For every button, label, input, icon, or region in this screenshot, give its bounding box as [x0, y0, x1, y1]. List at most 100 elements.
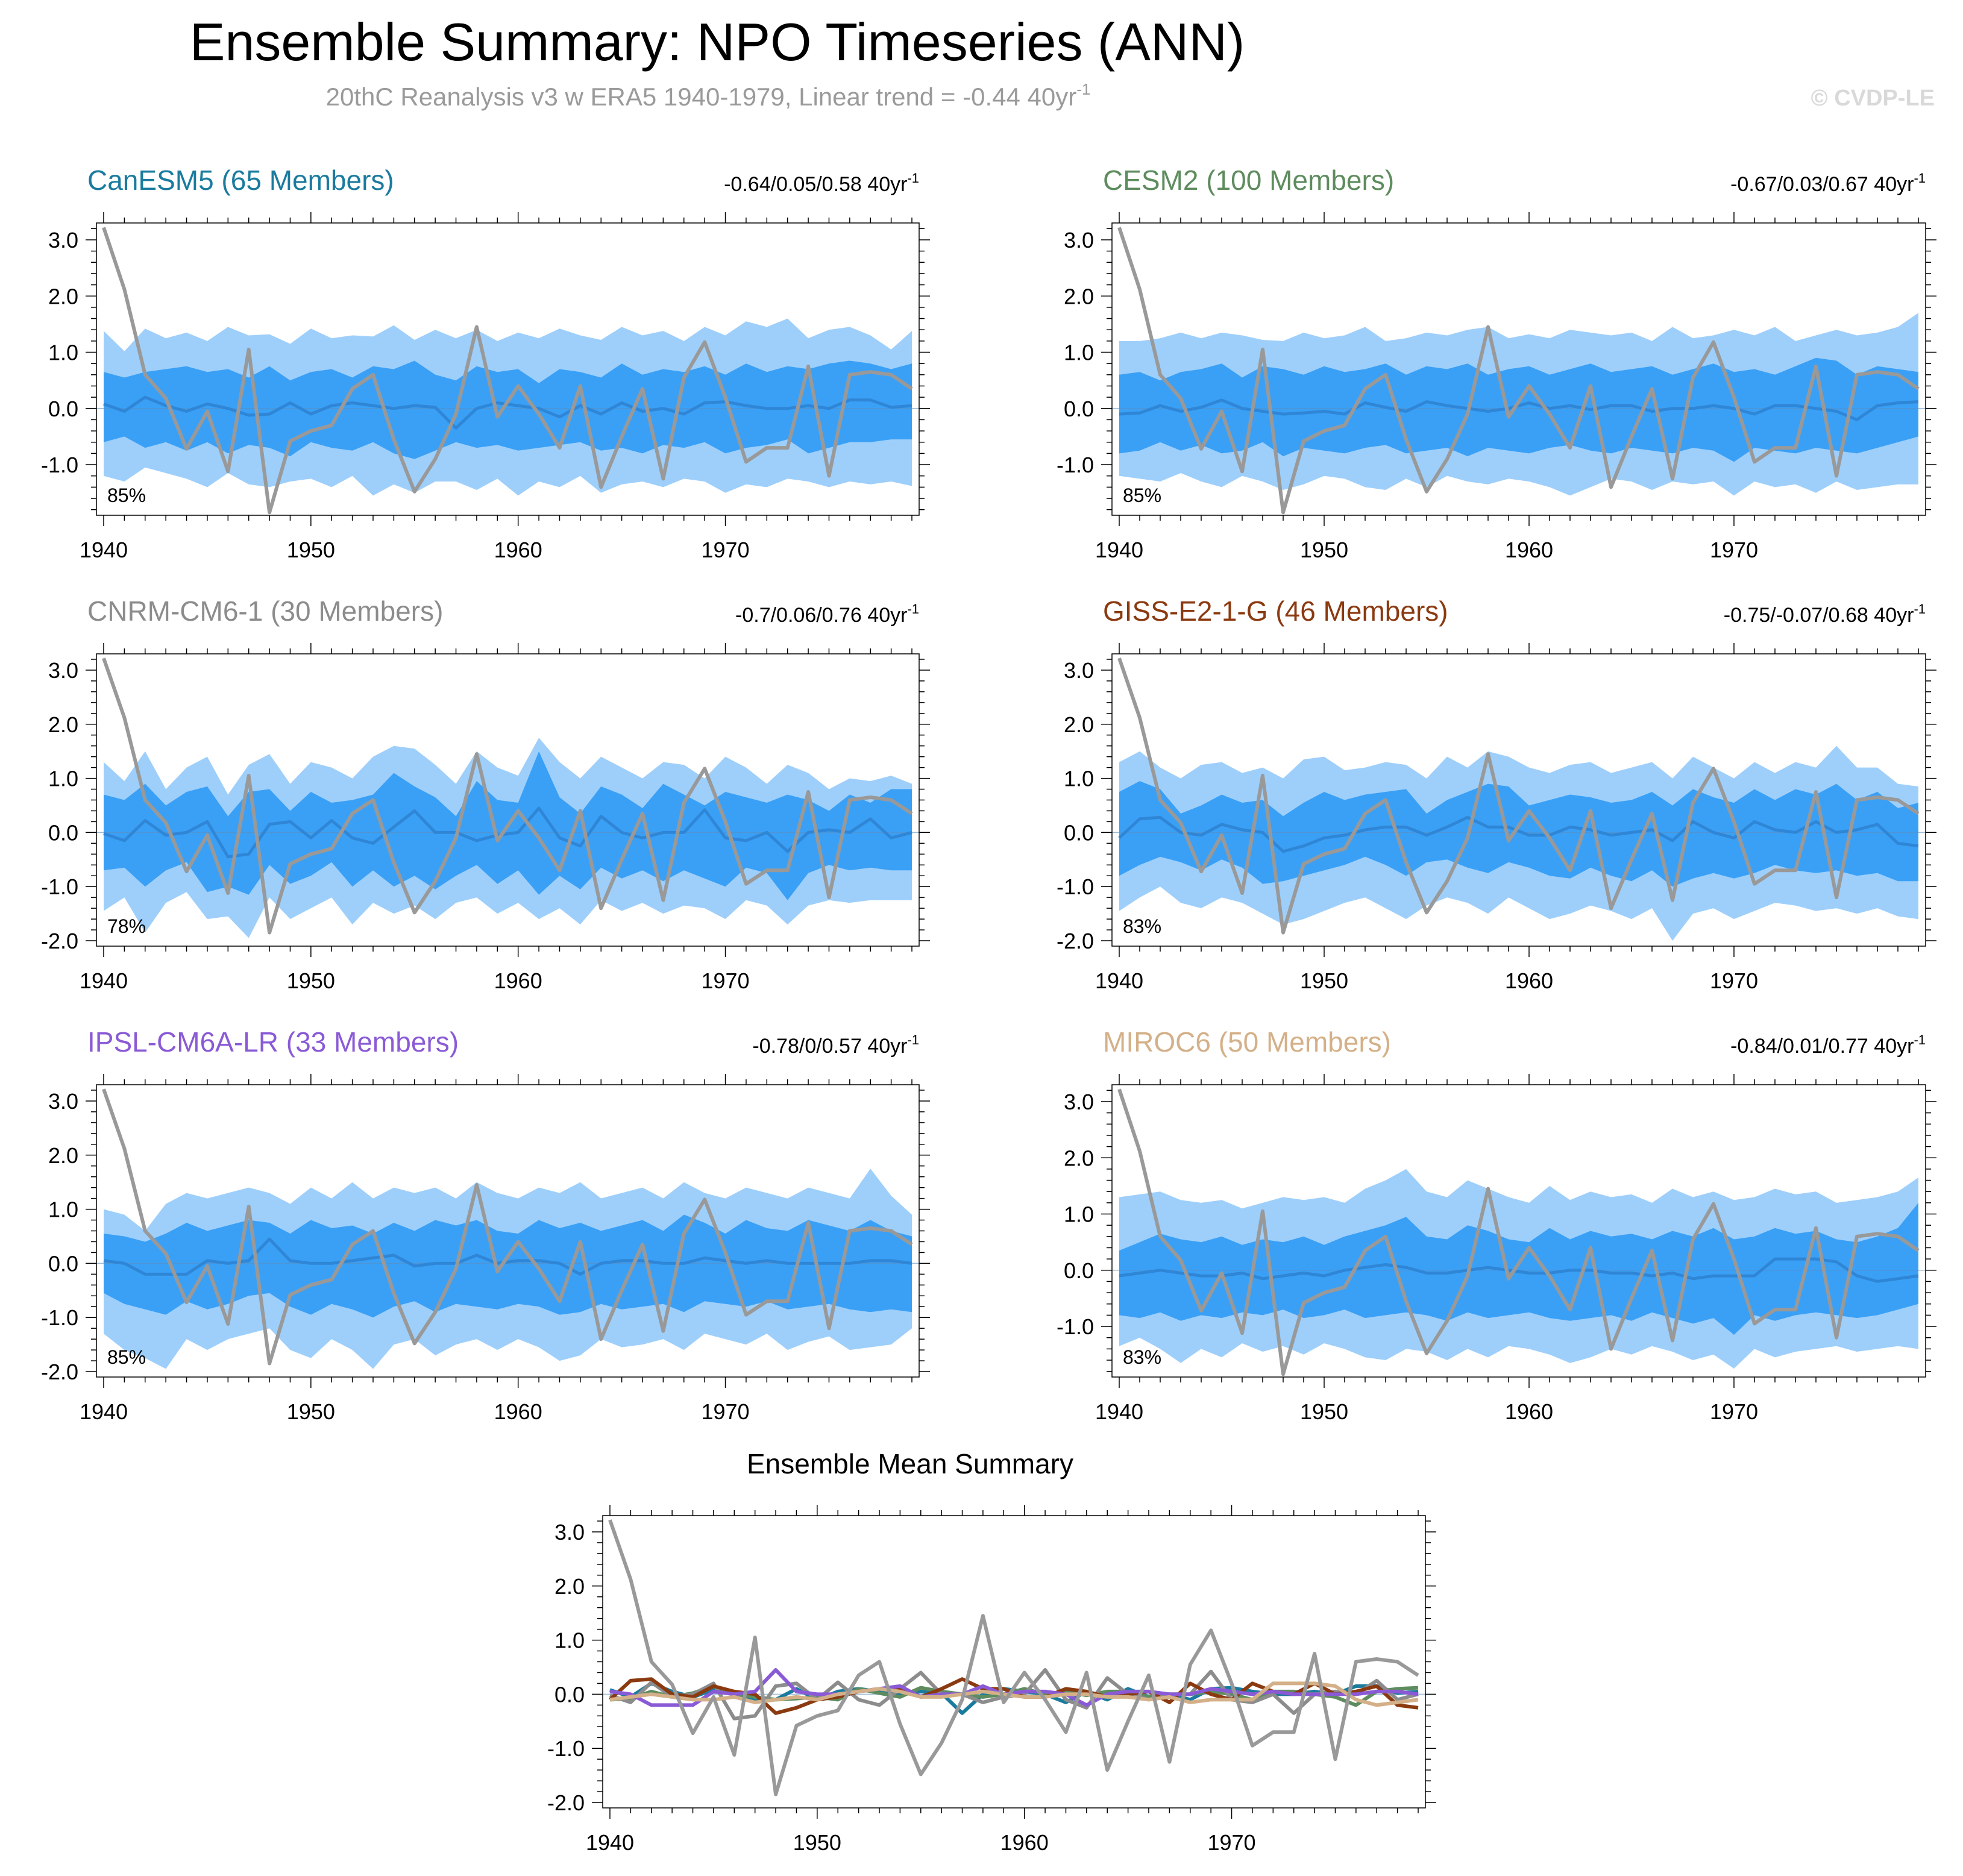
y-tick-label: -1.0 — [1057, 453, 1094, 477]
coverage-percent-label: 85% — [107, 485, 146, 506]
x-tick-label: 1970 — [1207, 1830, 1255, 1855]
y-tick-label: -1.0 — [1057, 874, 1094, 899]
trend-stat-superscript: -1 — [1914, 601, 1926, 616]
y-tick-label: 1.0 — [48, 767, 78, 791]
plot-area — [1112, 1088, 1926, 1376]
y-tick-label: 1.0 — [1064, 340, 1094, 365]
ensemble-mean-line — [103, 806, 912, 859]
trend-stat-label: -0.67/0.03/0.67 40yr-1 — [1730, 171, 1926, 196]
plot-frame — [1111, 222, 1926, 516]
y-tick-label: 2.0 — [554, 1574, 585, 1599]
y-tick-label: 1.0 — [48, 340, 78, 365]
coverage-percent-label: 85% — [107, 1346, 146, 1368]
x-tick-label: 1950 — [287, 538, 335, 562]
observed-line — [102, 227, 913, 515]
spread-band-inner — [1119, 1202, 1918, 1335]
trend-stat-text: -0.84/0.01/0.77 40yr — [1730, 1035, 1914, 1058]
y-tick-label: 3.0 — [48, 228, 78, 253]
y-tick-label: 2.0 — [1064, 284, 1094, 309]
x-tick-label: 1940 — [1095, 538, 1143, 562]
x-tick-label: 1950 — [793, 1830, 841, 1855]
x-tick-label: 1970 — [701, 1399, 749, 1424]
x-tick-label: 1940 — [1095, 968, 1143, 993]
y-tick-label: 3.0 — [1064, 658, 1094, 683]
coverage-percent-label: 83% — [1123, 915, 1161, 937]
coverage-percent-label: 83% — [1123, 1346, 1161, 1368]
y-tick-label: -1.0 — [41, 874, 78, 899]
x-tick-label: 1950 — [287, 968, 335, 993]
chart-panel-6: MIROC6 (50 Members) -0.84/0.01/0.77 40yr-… — [1057, 1026, 1936, 1424]
trend-stat-superscript: -1 — [907, 171, 919, 186]
y-tick-label: 3.0 — [554, 1520, 585, 1545]
y-tick-label: 3.0 — [1064, 228, 1094, 253]
y-tick-label: 3.0 — [48, 1089, 78, 1114]
spread-band-inner — [1119, 781, 1918, 887]
x-tick-label: 1970 — [701, 538, 749, 562]
y-tick-label: 1.0 — [1064, 767, 1094, 791]
y-tick-label: 0.0 — [48, 1251, 78, 1276]
y-tick-label: 1.0 — [1064, 1202, 1094, 1227]
y-tick-label: 2.0 — [1064, 1146, 1094, 1170]
x-tick-label: 1950 — [1300, 1399, 1348, 1424]
x-tick-label: 1960 — [1505, 968, 1553, 993]
chart-panel-7: Ensemble Mean Summary 1940 1950 1960 1970 3.0… — [547, 1448, 1436, 1855]
trend-stat-text: -0.75/-0.07/0.68 40yr — [1724, 604, 1914, 627]
panel-title: GISS-E2-1-G (46 Members) — [1103, 595, 1448, 627]
trend-stat-label: -0.75/-0.07/0.68 40yr-1 — [1724, 601, 1926, 627]
x-tick-label: 1970 — [1710, 968, 1758, 993]
trend-stat-label: -0.84/0.01/0.77 40yr-1 — [1730, 1032, 1926, 1058]
x-tick-label: 1950 — [287, 1399, 335, 1424]
y-tick-label: 1.0 — [554, 1628, 585, 1653]
trend-stat-label: -0.64/0.05/0.58 40yr-1 — [724, 171, 919, 196]
plot-area — [1112, 657, 1926, 941]
panel-title: Ensemble Mean Summary — [747, 1448, 1073, 1479]
chart-panel-1: CanESM5 (65 Members) -0.64/0.05/0.58 40yr… — [41, 165, 930, 562]
plot-area — [1112, 227, 1926, 515]
trend-stat-superscript: -1 — [1914, 1032, 1926, 1047]
y-tick-label: -2.0 — [547, 1790, 585, 1815]
y-tick-label: 0.0 — [1064, 397, 1094, 421]
trend-stat-label: -0.78/0/0.57 40yr-1 — [752, 1032, 919, 1058]
y-tick-label: 3.0 — [1064, 1090, 1094, 1114]
observed-line — [102, 657, 913, 935]
subtitle-text: 20thC Reanalysis v3 w ERA5 1940-1979, Li… — [326, 83, 1077, 111]
observed-line — [1117, 1088, 1920, 1376]
trend-stat-text: -0.64/0.05/0.58 40yr — [724, 173, 907, 196]
panel-title: MIROC6 (50 Members) — [1103, 1026, 1391, 1058]
coverage-percent-label: 78% — [107, 915, 146, 937]
x-tick-label: 1970 — [1710, 538, 1758, 562]
main-title: Ensemble Summary: NPO Timeseries (ANN) — [190, 12, 1245, 72]
y-tick-label: -1.0 — [41, 1305, 78, 1330]
trend-stat-superscript: -1 — [1914, 171, 1926, 186]
chart-panel-3: CNRM-CM6-1 (30 Members) -0.7/0.06/0.76 40… — [41, 595, 930, 993]
y-tick-label: 2.0 — [48, 284, 78, 309]
x-tick-label: 1940 — [586, 1830, 634, 1855]
y-tick-label: 0.0 — [554, 1682, 585, 1707]
chart-panel-5: IPSL-CM6A-LR (33 Members) -0.78/0/0.57 40… — [41, 1026, 930, 1424]
x-tick-label: 1960 — [494, 538, 542, 562]
y-tick-label: 2.0 — [48, 1143, 78, 1168]
observed-line — [608, 1519, 1419, 1796]
plot-frame — [1111, 1084, 1926, 1378]
y-tick-label: 2.0 — [1064, 712, 1094, 737]
chart-panel-2: CESM2 (100 Members) -0.67/0.03/0.67 40yr-… — [1057, 165, 1936, 562]
spread-band-inner — [104, 1214, 912, 1318]
y-tick-label: -1.0 — [41, 453, 78, 477]
y-tick-label: -1.0 — [547, 1736, 585, 1761]
trend-stat-text: -0.67/0.03/0.67 40yr — [1730, 173, 1914, 196]
panels-container: CanESM5 (65 Members) -0.64/0.05/0.58 40yr… — [41, 165, 1936, 1855]
coverage-percent-label: 85% — [1123, 485, 1161, 506]
y-tick-label: 0.0 — [48, 820, 78, 845]
x-tick-label: 1960 — [1000, 1830, 1049, 1855]
plot-frame — [96, 222, 920, 516]
y-tick-label: -2.0 — [41, 1360, 78, 1384]
x-tick-label: 1960 — [494, 1399, 542, 1424]
y-tick-label: -2.0 — [41, 929, 78, 953]
y-tick-label: 0.0 — [1064, 820, 1094, 845]
y-tick-label: -2.0 — [1057, 929, 1094, 953]
y-tick-label: 3.0 — [48, 658, 78, 683]
observed-line — [1117, 227, 1920, 515]
panel-title: CanESM5 (65 Members) — [87, 165, 394, 196]
panel-title: CESM2 (100 Members) — [1103, 165, 1394, 196]
